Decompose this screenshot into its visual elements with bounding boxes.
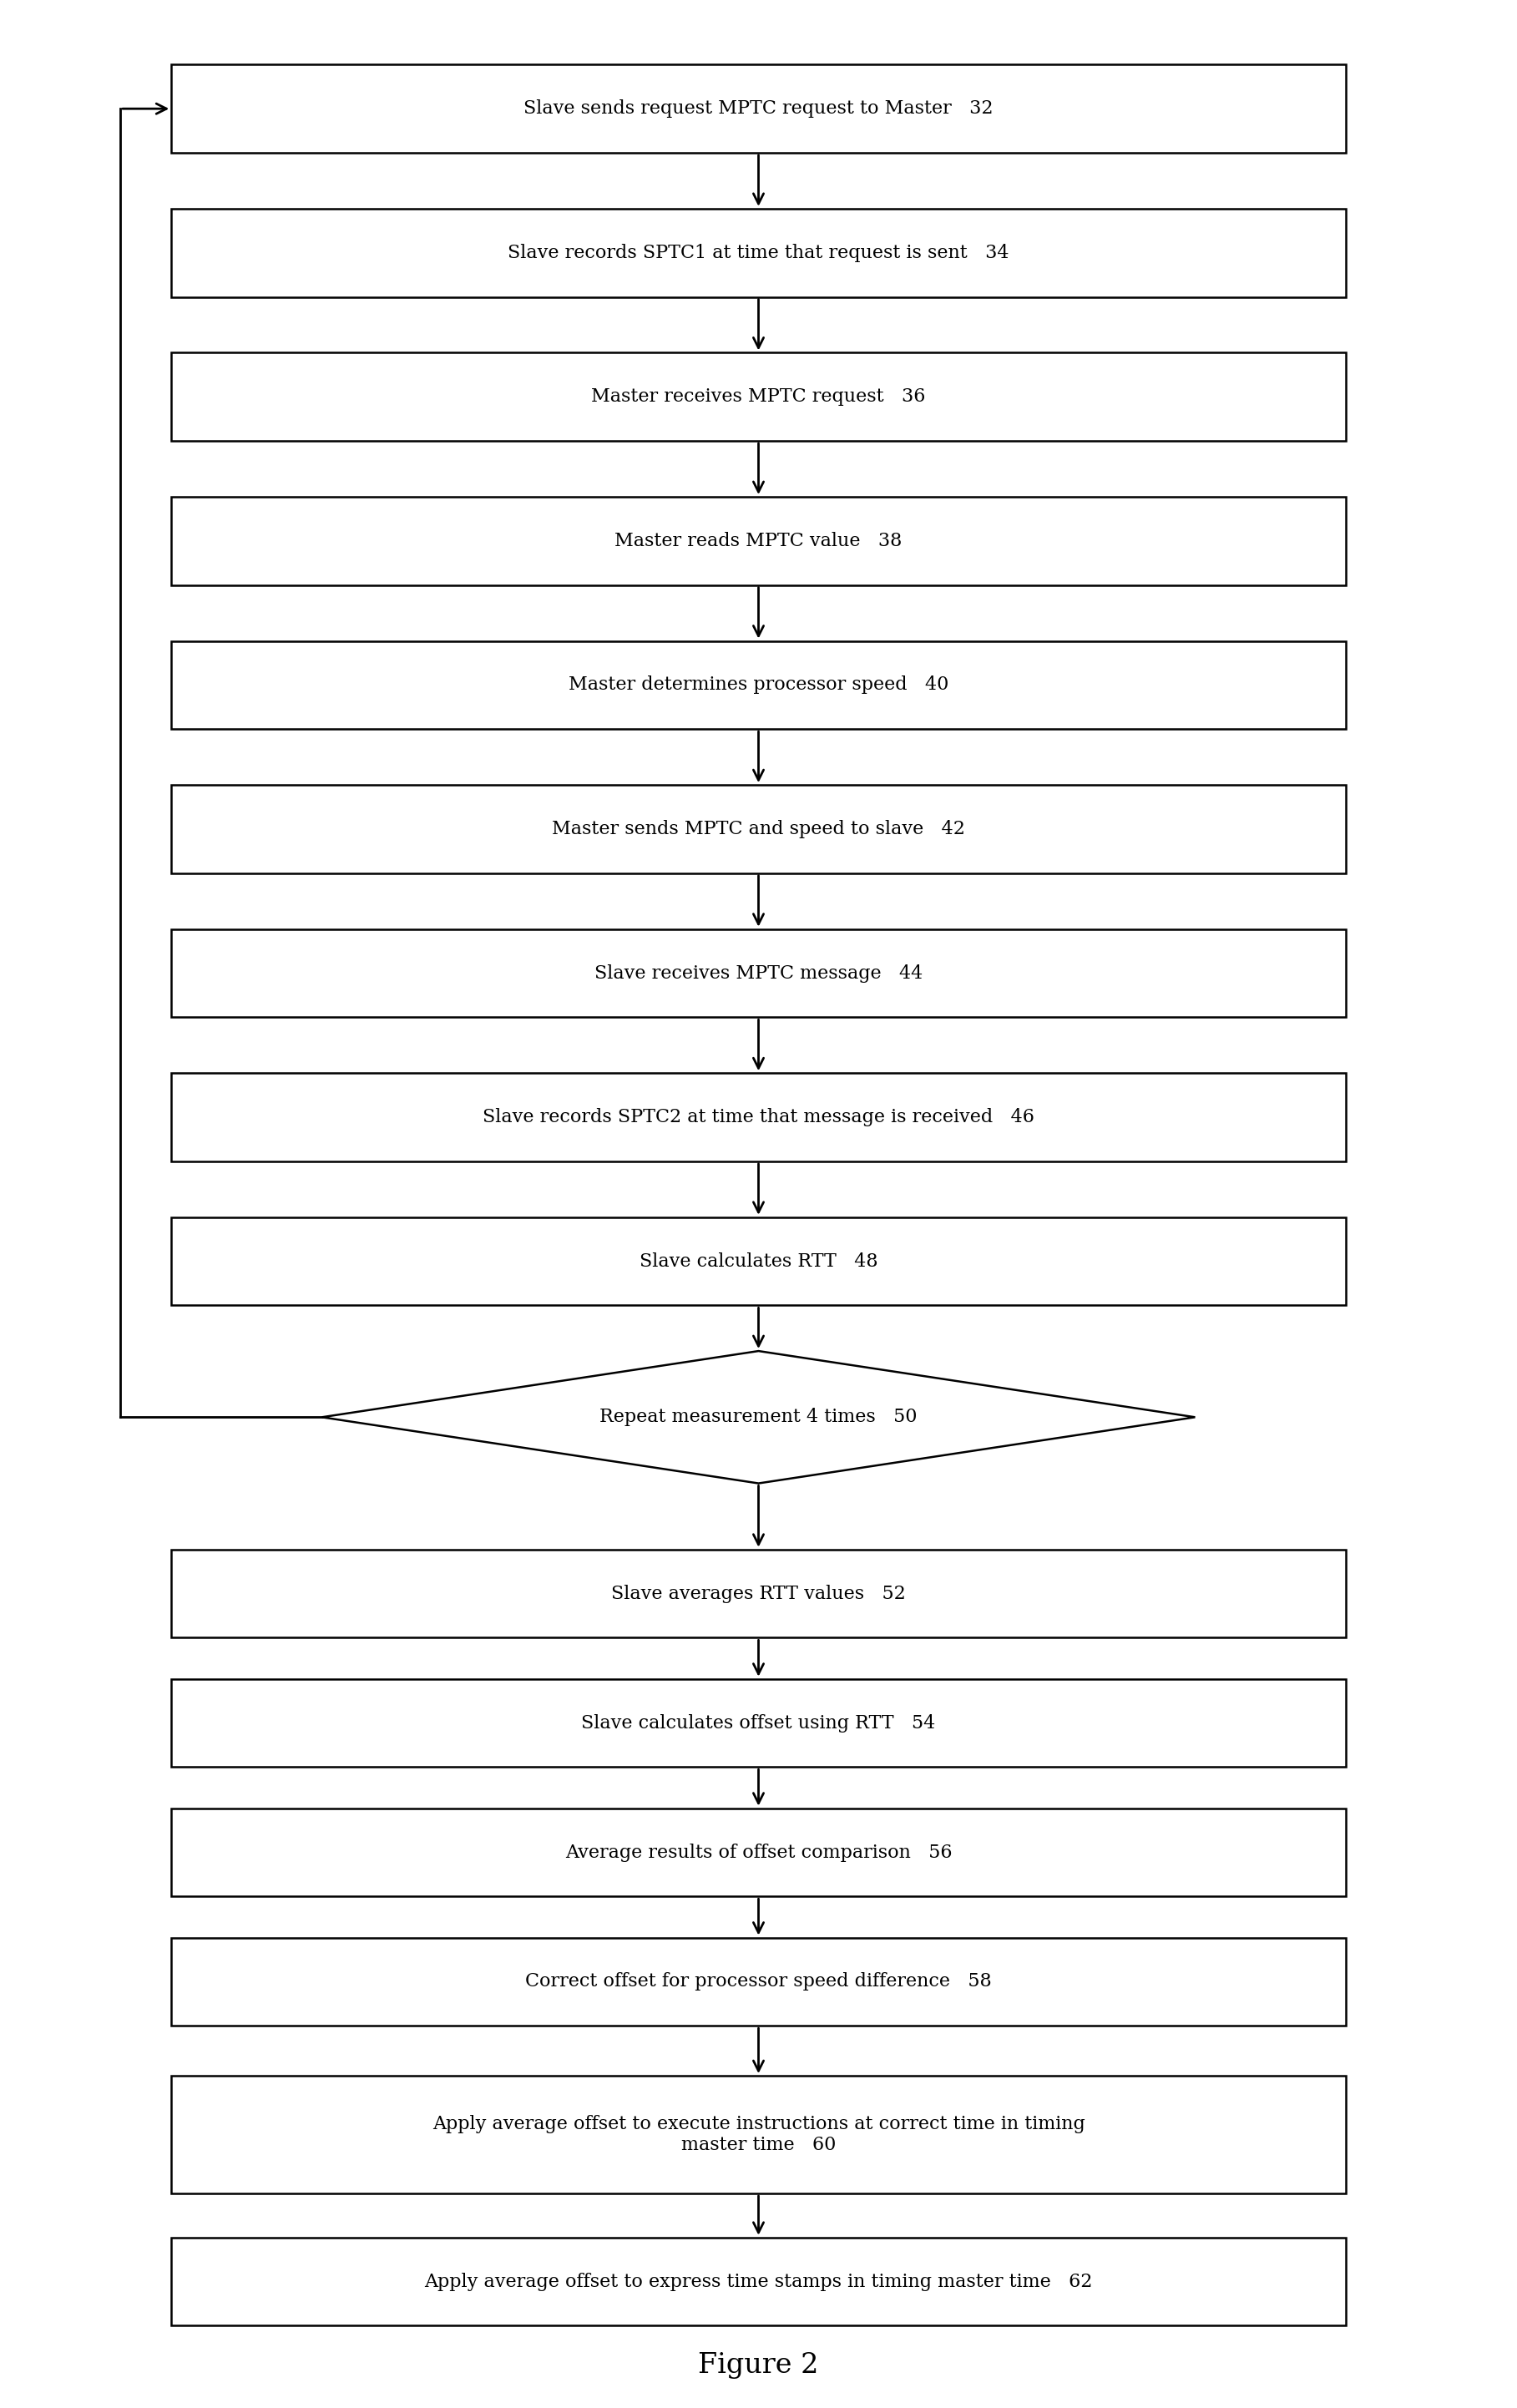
Text: Repeat measurement 4 times   50: Repeat measurement 4 times 50 — [599, 1409, 918, 1426]
Polygon shape — [322, 1351, 1195, 1483]
Text: Apply average offset to execute instructions at correct time in timing
master ti: Apply average offset to execute instruct… — [432, 2114, 1085, 2155]
Text: Slave averages RTT values   52: Slave averages RTT values 52 — [611, 1584, 906, 1604]
FancyBboxPatch shape — [171, 2076, 1346, 2194]
Text: Master reads MPTC value   38: Master reads MPTC value 38 — [614, 532, 903, 549]
Text: Apply average offset to express time stamps in timing master time   62: Apply average offset to express time sta… — [425, 2273, 1092, 2290]
Text: Slave calculates offset using RTT   54: Slave calculates offset using RTT 54 — [581, 1714, 936, 1731]
Text: Master determines processor speed   40: Master determines processor speed 40 — [569, 677, 948, 694]
Text: Correct offset for processor speed difference   58: Correct offset for processor speed diffe… — [525, 1972, 992, 1991]
FancyBboxPatch shape — [171, 352, 1346, 441]
Text: Slave records SPTC1 at time that request is sent   34: Slave records SPTC1 at time that request… — [508, 243, 1009, 262]
FancyBboxPatch shape — [171, 496, 1346, 585]
FancyBboxPatch shape — [171, 1938, 1346, 2025]
FancyBboxPatch shape — [171, 1808, 1346, 1898]
Text: Master sends MPTC and speed to slave   42: Master sends MPTC and speed to slave 42 — [552, 819, 965, 838]
Text: Slave receives MPTC message   44: Slave receives MPTC message 44 — [595, 963, 922, 982]
FancyBboxPatch shape — [171, 1548, 1346, 1637]
FancyBboxPatch shape — [171, 929, 1346, 1016]
FancyBboxPatch shape — [171, 209, 1346, 296]
Text: Average results of offset comparison   56: Average results of offset comparison 56 — [564, 1842, 953, 1861]
Text: Figure 2: Figure 2 — [698, 2353, 819, 2379]
FancyBboxPatch shape — [171, 641, 1346, 730]
FancyBboxPatch shape — [171, 1074, 1346, 1161]
FancyBboxPatch shape — [171, 2237, 1346, 2326]
FancyBboxPatch shape — [171, 1678, 1346, 1767]
Text: Slave records SPTC2 at time that message is received   46: Slave records SPTC2 at time that message… — [482, 1108, 1035, 1127]
Text: Slave calculates RTT   48: Slave calculates RTT 48 — [639, 1252, 878, 1271]
FancyBboxPatch shape — [171, 1216, 1346, 1305]
FancyBboxPatch shape — [171, 785, 1346, 874]
FancyBboxPatch shape — [171, 65, 1346, 152]
Text: Master receives MPTC request   36: Master receives MPTC request 36 — [592, 388, 925, 407]
Text: Slave sends request MPTC request to Master   32: Slave sends request MPTC request to Mast… — [523, 99, 994, 118]
